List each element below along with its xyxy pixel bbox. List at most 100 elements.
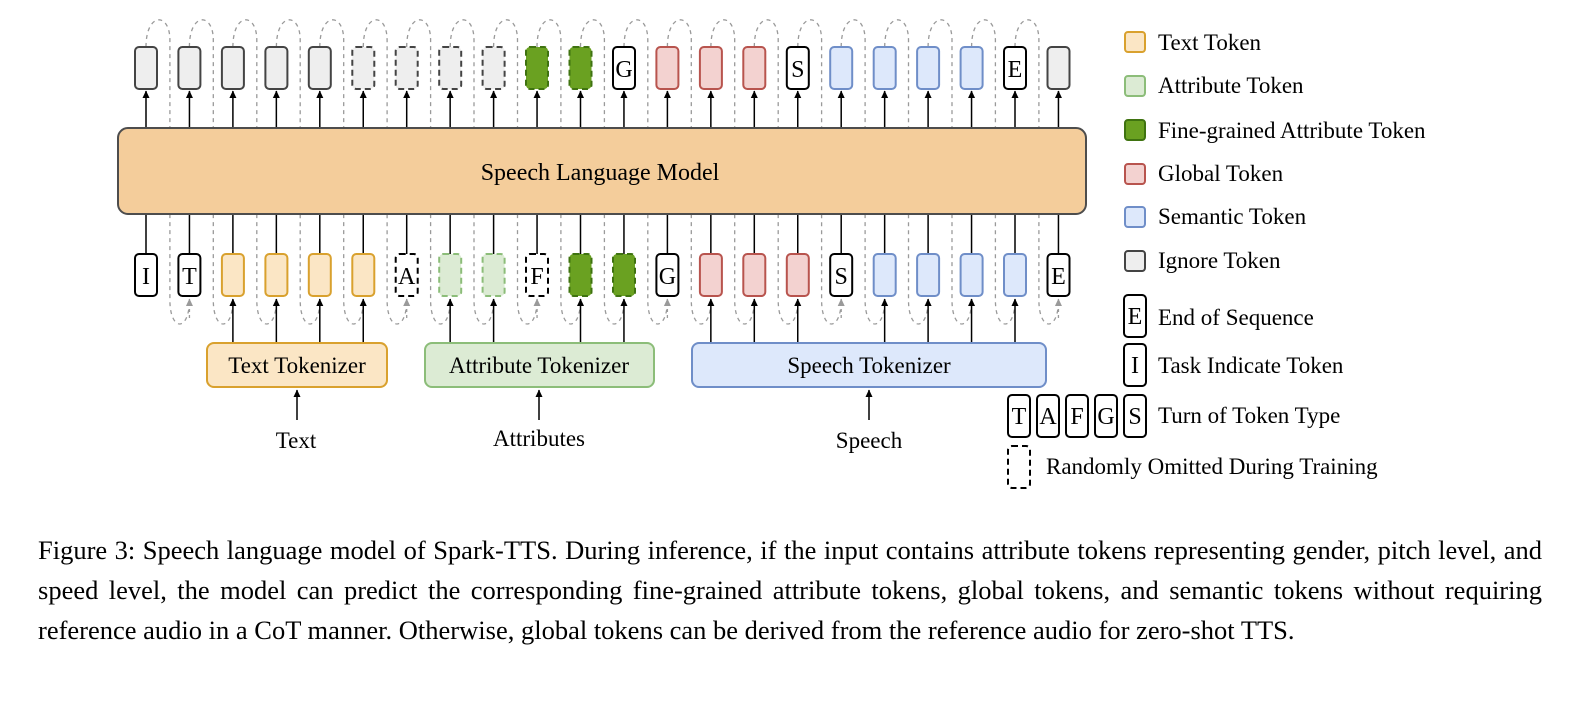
output-token-18-box [916,46,941,90]
attribute-tokenizer-box [424,342,655,388]
legend-eos-swatch [1123,294,1147,338]
input-token-9-box [525,253,549,297]
legend-turn-s-letter: S [1128,404,1141,430]
text-tokenizer-box [206,342,388,388]
output-token-2 [220,46,245,90]
output-token-21-box [1046,46,1071,90]
input-token-7 [438,253,463,297]
legend-turn-label: Turn of Token Type [1158,403,1340,428]
output-token-12-box [655,46,680,90]
output-token-7-box [438,46,463,90]
output-token-18 [916,46,941,90]
speech-input-label: Speech [836,428,903,453]
attributes-input-label: Attributes [493,426,585,451]
legend-fine-token-swatch [1124,119,1146,141]
input-token-0: I [134,253,158,297]
input-token-12-letter: G [659,264,676,290]
input-token-1: T [177,253,202,297]
output-token-17 [872,46,897,90]
input-token-8 [481,253,506,297]
input-token-19-box [959,253,984,297]
output-token-19-box [959,46,984,90]
legend-eos-label: End of Sequence [1158,305,1314,330]
output-token-21 [1046,46,1071,90]
legend-semantic-token-label: Semantic Token [1158,204,1307,229]
input-token-2 [220,253,245,297]
input-token-12-box [655,253,680,297]
text-tokenizer-label: Text Tokenizer [228,353,366,378]
speech-language-model-box [117,127,1087,215]
output-token-11: G [612,46,636,90]
legend-eos-letter: E [1128,304,1143,330]
input-token-5-box [351,253,376,297]
output-token-3-box [264,46,289,90]
input-token-4 [307,253,332,297]
output-token-14 [742,46,767,90]
output-token-10-box [568,46,593,90]
output-token-5 [351,46,376,90]
legend-omitted-swatch [1007,445,1031,489]
input-token-16-box [829,253,854,297]
output-token-10 [568,46,593,90]
legend: Text Token Attribute Token Fine-grained … [1007,30,1426,489]
input-token-7-box [438,253,463,297]
input-token-6-letter: A [398,264,416,290]
output-token-7 [438,46,463,90]
output-token-5-box [351,46,376,90]
input-token-13-box [698,253,723,297]
input-token-11-box [612,253,636,297]
output-token-17-box [872,46,897,90]
legend-task-letter: I [1131,353,1139,379]
legend-ignore-token-swatch [1124,250,1146,272]
input-token-21-box [1046,253,1071,297]
legend-text-token-label: Text Token [1158,30,1262,55]
input-token-0-box [134,253,158,297]
legend-attribute-token-label: Attribute Token [1158,73,1304,98]
legend-fine-token-label: Fine-grained Attribute Token [1158,118,1426,143]
legend-turn-a-swatch [1036,394,1060,438]
input-token-6-box [394,253,419,297]
input-token-14 [742,253,767,297]
output-token-12 [655,46,680,90]
input-token-4-box [307,253,332,297]
legend-turn-a-letter: A [1039,404,1057,430]
legend-global-token-swatch [1124,163,1146,185]
input-token-1-letter: T [182,264,197,290]
output-token-4 [307,46,332,90]
output-token-9 [525,46,549,90]
legend-task-swatch [1123,343,1147,387]
output-token-19 [959,46,984,90]
input-token-12: G [655,253,680,297]
legend-task-label: Task Indicate Token [1158,353,1344,378]
input-token-19 [959,253,984,297]
output-token-1 [177,46,202,90]
legend-turn-f-letter: F [1070,404,1083,430]
output-token-2-box [220,46,245,90]
output-token-11-letter: G [615,57,632,83]
input-token-6: A [394,253,419,297]
output-token-20-box [1003,46,1027,90]
input-token-20 [1003,253,1027,297]
output-token-1-box [177,46,202,90]
legend-turn-f-swatch [1065,394,1089,438]
input-token-5 [351,253,376,297]
text-input-label: Text [276,428,317,453]
input-token-13 [698,253,723,297]
input-token-18 [916,253,941,297]
input-token-18-box [916,253,941,297]
spark-tts-diagram: Speech Language Model Text Tokenizer Att… [117,19,1426,489]
input-token-9-letter: F [530,264,543,290]
input-token-1-box [177,253,202,297]
input-token-17 [872,253,897,297]
attribute-tokenizer-label: Attribute Tokenizer [449,353,629,378]
input-token-11 [612,253,636,297]
input-token-15-box [785,253,810,297]
output-token-3 [264,46,289,90]
input-token-9: F [525,253,549,297]
legend-turn-g-swatch [1094,394,1118,438]
input-token-10 [568,253,593,297]
legend-turn-s-swatch [1123,394,1147,438]
input-token-3 [264,253,289,297]
